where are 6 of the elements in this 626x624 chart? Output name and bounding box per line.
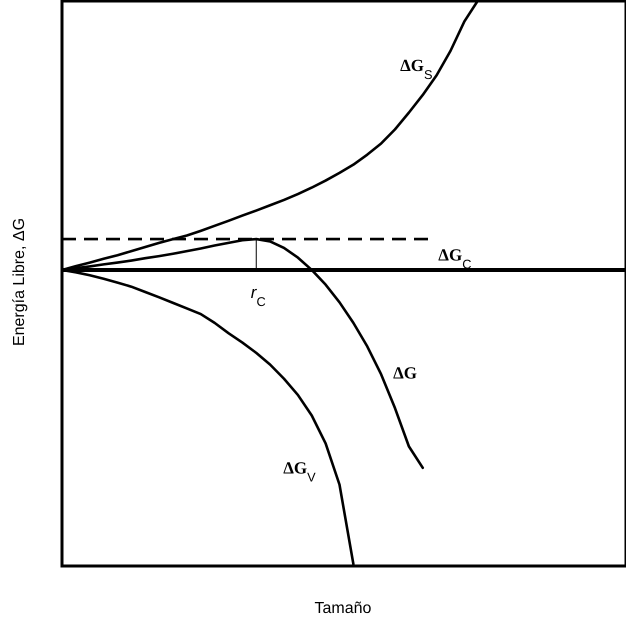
series-label: ΔG xyxy=(393,363,418,382)
annotation: r$_{C}$ xyxy=(250,282,266,308)
series-label: ΔG$_{V}$ xyxy=(283,458,316,484)
y-axis-title: Energía Libre, ΔG xyxy=(11,218,28,346)
series-label: ΔG$_{S}$ xyxy=(400,56,432,82)
x-axis-title: Tamaño xyxy=(314,600,372,617)
